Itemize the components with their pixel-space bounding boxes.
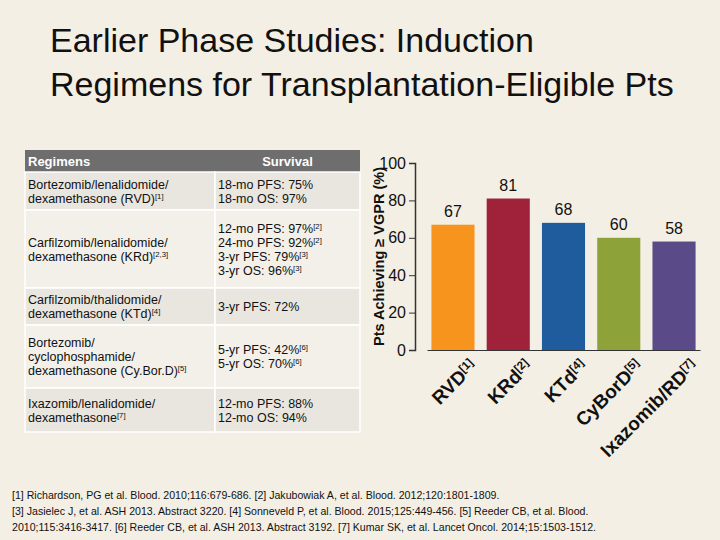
x-tick: RVD[1] <box>427 355 481 409</box>
table-text: dexamethasone (KRd)[2,3] <box>28 249 168 264</box>
bar <box>542 223 585 350</box>
data-label: 58 <box>665 220 683 237</box>
y-tick-label: 60 <box>388 229 406 246</box>
y-tick-label: 0 <box>397 342 406 359</box>
y-tick: 0 <box>397 342 415 359</box>
x-tick: Ixazomib/RD[7] <box>596 355 702 461</box>
table-text: 3-yr OS: 96%[3] <box>218 263 302 278</box>
x-axis: RVD[1]KRd[2]KTd[4]CyBorD[5]Ixazomib/RD[7… <box>427 351 702 462</box>
title: Regimens for Transplantation-Eligible Pt… <box>50 65 674 103</box>
y-tick-label: 40 <box>388 267 406 284</box>
y-tick-label: 80 <box>388 192 406 209</box>
x-tick-label: RVD[1] <box>427 355 481 409</box>
table-cell <box>215 172 360 210</box>
y-tick: 20 <box>388 304 415 321</box>
table-text: 18-mo OS: 97% <box>218 192 307 206</box>
reference: [1] Richardson, PG et al. Blood. 2010;11… <box>12 489 499 501</box>
y-tick-mark <box>409 350 415 351</box>
table-text: dexamethasone (RVD)[1] <box>28 191 164 206</box>
y-tick-mark <box>409 163 415 164</box>
bars <box>431 199 695 350</box>
table-cell <box>25 210 215 288</box>
y-tick-mark <box>409 313 415 314</box>
y-tick-mark <box>409 275 415 276</box>
x-tick-label: KTd[4] <box>540 355 592 407</box>
table-text: 12-mo PFS: 97%[2] <box>218 221 322 236</box>
table-cell <box>215 325 360 388</box>
y-tick: 80 <box>388 192 415 209</box>
table-text: Bortezomib/ <box>28 336 95 350</box>
table-text: cyclophosphamide/ <box>28 350 136 364</box>
y-axis-line <box>409 164 416 351</box>
table-header-bg <box>25 150 360 172</box>
y-tick-label: 20 <box>388 304 406 321</box>
table-cell <box>215 210 360 288</box>
reference: [3] Jasielec J, et al. ASH 2013. Abstrac… <box>12 505 588 517</box>
background <box>0 0 720 540</box>
table-text: Ixazomib/lenalidomide/ <box>28 397 156 411</box>
table-text: 5-yr PFS: 42%[6] <box>218 343 308 358</box>
title: Earlier Phase Studies: Induction <box>50 21 534 59</box>
table-text: dexamethasone[7] <box>28 410 126 425</box>
y-tick: 60 <box>388 229 415 246</box>
y-tick: 40 <box>388 267 415 284</box>
y-tick-mark <box>409 238 415 239</box>
bar <box>597 238 640 350</box>
table-text: dexamethasone (KTd)[4] <box>28 307 160 322</box>
table-text: Bortezomib/lenalidomide/ <box>28 178 169 192</box>
table-text: 12-mo OS: 94% <box>218 411 307 425</box>
x-tick: KTd[4] <box>540 355 592 407</box>
x-tick: KRd[2] <box>483 355 536 408</box>
table-cell <box>25 325 215 388</box>
x-axis-line <box>428 350 701 351</box>
table-text: dexamethasone (Cy.Bor.D)[5] <box>28 364 186 379</box>
table-text: Carfilzomib/lenalidomide/ <box>28 236 168 250</box>
bar <box>431 225 474 350</box>
table-text: 12-mo PFS: 88% <box>218 397 313 411</box>
data-label: 60 <box>610 216 628 233</box>
data-label: 68 <box>555 201 573 218</box>
table-text: 3-yr PFS: 79%[3] <box>218 249 308 264</box>
x-tick-label: Ixazomib/RD[7] <box>596 355 702 461</box>
table-text: 18-mo PFS: 75% <box>218 178 313 192</box>
table-text: 5-yr OS: 70%[6] <box>218 357 302 372</box>
table: Regimens Survival Bortezomib/lenalidomide/… <box>25 150 360 432</box>
slide: Earlier Phase Studies: Induction Regimens… <box>0 0 720 540</box>
table-cell <box>25 388 215 432</box>
data-label: 67 <box>444 203 462 220</box>
table-text: 3-yr PFS: 72% <box>218 300 299 314</box>
table-header: Regimens <box>28 154 90 169</box>
data-label: 81 <box>499 177 517 194</box>
x-tick-label: KRd[2] <box>483 355 536 408</box>
chart: 020406080100RVD[1]KRd[2]KTd[4]CyBorD[5]I… <box>371 155 702 461</box>
table-header: Survival <box>262 154 313 169</box>
reference: 2010;115:3416-3417. [6] Reeder CB, et al… <box>12 521 596 533</box>
bar <box>487 199 530 350</box>
table-cell <box>25 288 215 325</box>
table-text: Carfilzomib/thalidomide/ <box>28 293 162 307</box>
table-cell <box>25 172 215 210</box>
table-text: 24-mo PFS: 92%[2] <box>218 235 322 250</box>
table-cell <box>215 388 360 432</box>
y-tick-mark <box>409 200 415 201</box>
table-cell <box>215 288 360 325</box>
y-axis-title: Pts Achieving ≥ VGPR (%) <box>371 167 387 346</box>
bar <box>652 242 695 350</box>
